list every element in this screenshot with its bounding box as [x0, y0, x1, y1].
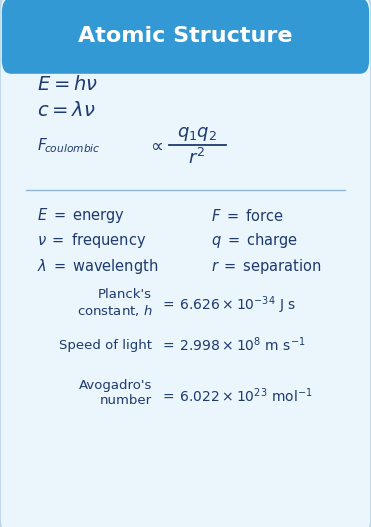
Bar: [13, 40, 358, 61]
Text: $\propto$: $\propto$: [147, 136, 163, 154]
Text: Atomic Structure: Atomic Structure: [78, 26, 293, 46]
Text: $q\;=\;$charge: $q\;=\;$charge: [211, 231, 298, 250]
Text: $q_1 q_2$: $q_1 q_2$: [177, 125, 217, 143]
Text: $=\,2.998\times10^{8}$ m s$^{-1}$: $=\,2.998\times10^{8}$ m s$^{-1}$: [160, 336, 305, 355]
Text: $\nu\;=\;$frequency: $\nu\;=\;$frequency: [37, 231, 146, 250]
Text: Avogadro's
number: Avogadro's number: [79, 378, 152, 407]
Text: $r\;=\;$separation: $r\;=\;$separation: [211, 257, 322, 276]
Text: Speed of light: Speed of light: [59, 339, 152, 352]
Text: $\lambda\;=\;$wavelength: $\lambda\;=\;$wavelength: [37, 257, 158, 276]
Text: $c = \lambda\nu$: $c = \lambda\nu$: [37, 101, 96, 120]
Text: $=\,6.626\times10^{-34}$ J s: $=\,6.626\times10^{-34}$ J s: [160, 295, 296, 316]
Text: $=\,6.022\times10^{23}$ mol$^{-1}$: $=\,6.022\times10^{23}$ mol$^{-1}$: [160, 386, 312, 405]
Text: $F\;=\;$force: $F\;=\;$force: [211, 208, 284, 223]
Text: $E\;=\;$energy: $E\;=\;$energy: [37, 206, 125, 225]
Text: $r^2$: $r^2$: [188, 148, 205, 168]
Text: $F_{\!\mathit{coulombic}}$: $F_{\!\mathit{coulombic}}$: [37, 136, 101, 155]
FancyBboxPatch shape: [2, 0, 369, 74]
Text: Planck's
constant, $h$: Planck's constant, $h$: [76, 288, 152, 318]
Text: $E = h\nu$: $E = h\nu$: [37, 75, 98, 94]
